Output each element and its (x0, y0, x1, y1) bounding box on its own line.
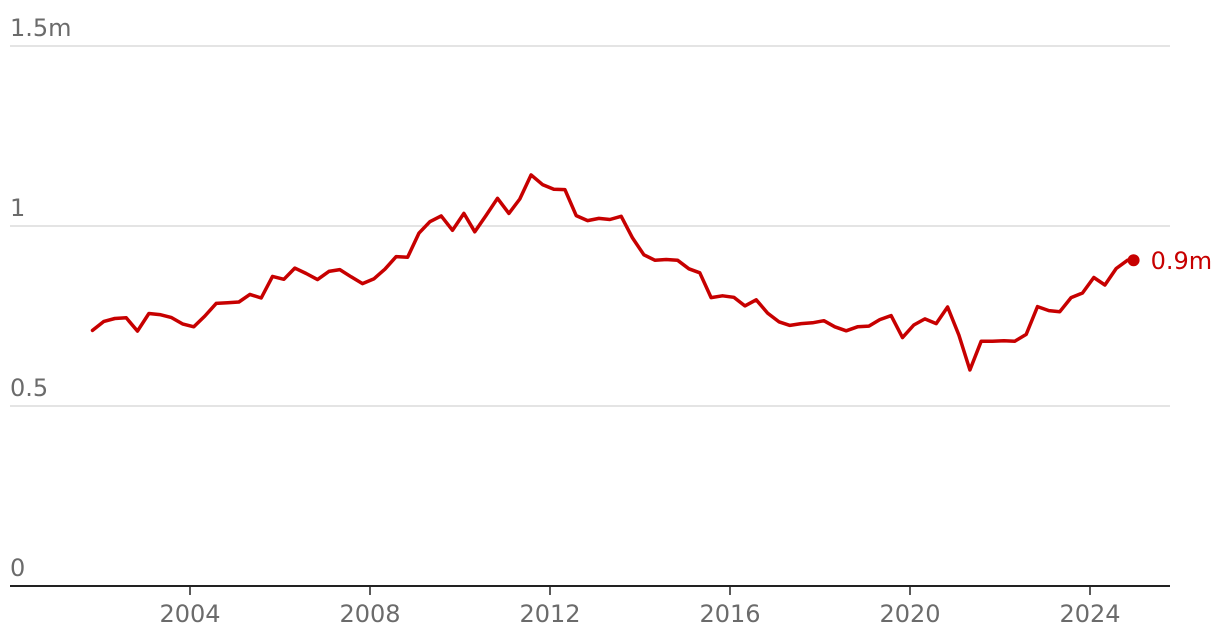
series-line (90, 173, 1130, 372)
y-axis-labels: 0 0.5 1 1.5m (10, 14, 72, 582)
y-gridlines (10, 45, 1170, 407)
x-tick-label: 2024 (1059, 600, 1120, 628)
x-axis: 2004 2008 2012 2016 2020 2024 (10, 585, 1170, 628)
y-tick-label: 1 (10, 194, 25, 222)
x-tick-label: 2016 (699, 600, 760, 628)
plot-area: 0.9m (90, 173, 1213, 372)
x-tick-label: 2008 (339, 600, 400, 628)
end-value-label: 0.9m (1151, 247, 1213, 275)
x-tick-label: 2020 (879, 600, 940, 628)
y-tick-label: 0.5 (10, 374, 48, 402)
y-tick-label: 1.5m (10, 14, 72, 42)
y-tick-label: 0 (10, 554, 25, 582)
end-point-marker (1127, 254, 1140, 267)
x-tick-label: 2004 (159, 600, 220, 628)
x-tick-label: 2012 (519, 600, 580, 628)
